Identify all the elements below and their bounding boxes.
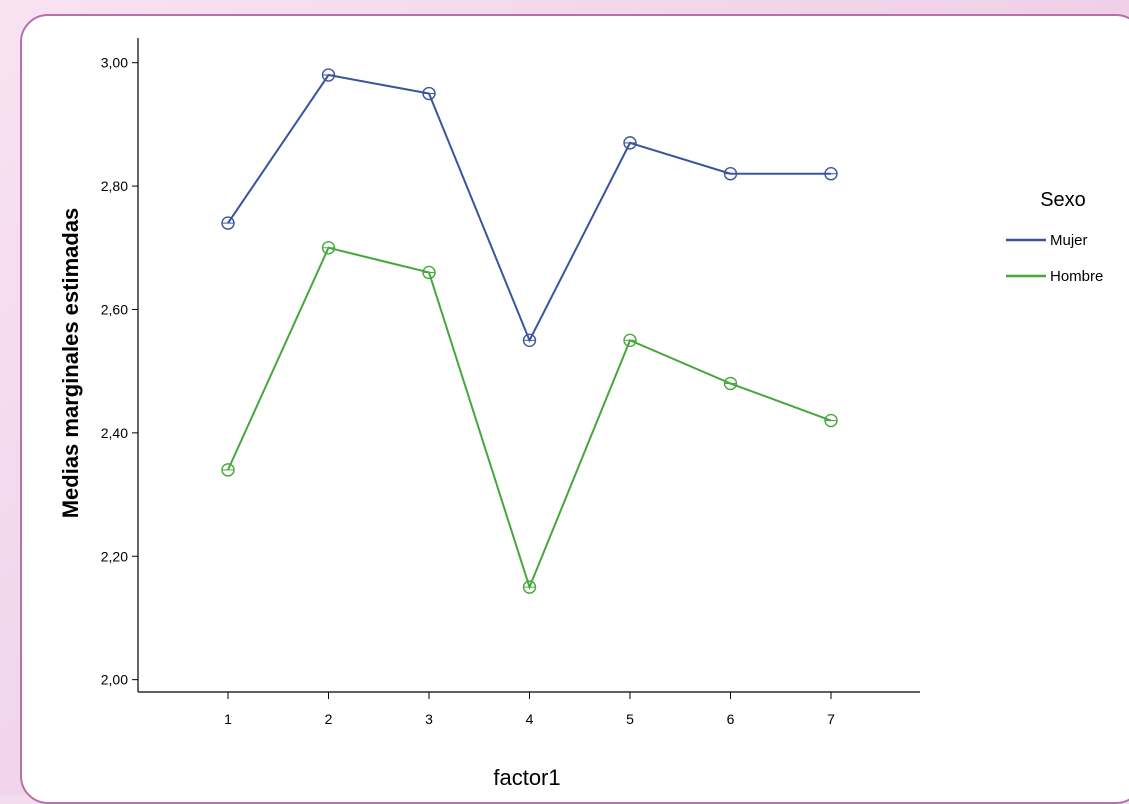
x-axis-ticks: 1 2 3 4 5 6 7 <box>224 692 835 727</box>
y-axis-ticks: 2,00 2,20 2,40 2,60 2,80 3,00 <box>101 55 138 688</box>
axes <box>137 38 920 693</box>
y-axis-title: Medias marginales estimadas <box>58 208 83 519</box>
legend-title: Sexo <box>1040 189 1086 211</box>
y-tick-label: 3,00 <box>101 55 128 71</box>
x-tick-label: 4 <box>526 711 534 727</box>
x-tick-label: 7 <box>827 711 835 727</box>
x-tick-label: 6 <box>727 711 735 727</box>
y-tick-label: 2,80 <box>101 178 128 194</box>
series-hombre <box>221 241 838 594</box>
x-axis-title: factor1 <box>493 765 560 790</box>
y-tick-label: 2,40 <box>101 425 128 441</box>
y-tick-label: 2,20 <box>101 548 128 564</box>
legend-label: Hombre <box>1050 268 1103 285</box>
y-tick-label: 2,60 <box>101 301 128 317</box>
y-tick-label: 2,00 <box>101 672 128 688</box>
x-tick-label: 2 <box>325 711 333 727</box>
series-line <box>227 73 831 343</box>
x-tick-label: 1 <box>224 711 232 727</box>
x-tick-label: 3 <box>425 711 433 727</box>
x-tick-label: 5 <box>626 711 634 727</box>
chart-panel <box>20 14 1129 804</box>
legend: Sexo Mujer Hombre <box>1006 189 1103 285</box>
legend-label: Mujer <box>1050 232 1088 249</box>
series-line <box>227 246 832 591</box>
series-group <box>221 68 838 594</box>
series-mujer <box>221 68 838 348</box>
